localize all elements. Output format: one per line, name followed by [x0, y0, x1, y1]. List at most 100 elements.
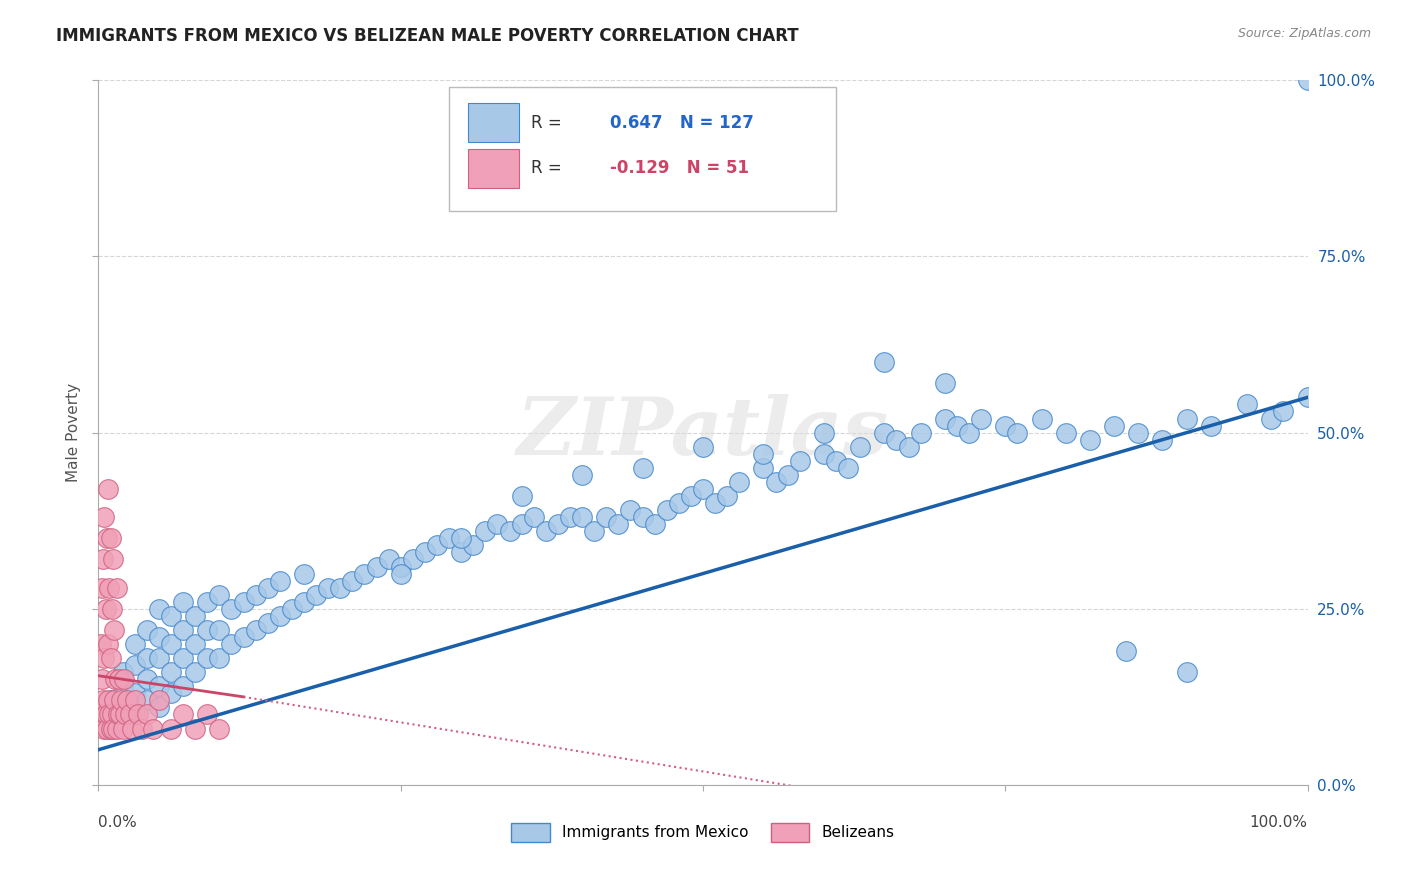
Point: [1199, 418, 1222, 433]
Point: [474, 524, 496, 539]
Point: [873, 425, 896, 440]
Point: [93, 651, 115, 665]
Point: [108, 673, 131, 687]
Point: [172, 707, 194, 722]
Point: [97, 693, 120, 707]
Point: [160, 722, 183, 736]
FancyBboxPatch shape: [468, 149, 519, 188]
Y-axis label: Male Poverty: Male Poverty: [66, 383, 82, 483]
Point: [366, 559, 388, 574]
Point: [934, 376, 956, 391]
Point: [135, 707, 157, 722]
Point: [96, 722, 118, 736]
Point: [413, 545, 436, 559]
Point: [127, 707, 149, 722]
Point: [752, 460, 775, 475]
Legend: Immigrants from Mexico, Belizeans: Immigrants from Mexico, Belizeans: [505, 817, 901, 847]
Point: [208, 651, 231, 665]
Point: [849, 440, 872, 454]
Point: [100, 707, 122, 722]
Point: [946, 418, 969, 433]
Point: [644, 517, 666, 532]
Point: [571, 510, 593, 524]
Text: R =: R =: [531, 160, 572, 178]
Point: [1236, 397, 1258, 411]
Point: [510, 517, 533, 532]
Point: [160, 665, 183, 680]
Point: [135, 651, 157, 665]
Point: [837, 460, 859, 475]
Point: [160, 608, 183, 623]
Point: [813, 447, 835, 461]
Point: [377, 552, 399, 566]
Point: [1128, 425, 1150, 440]
Point: [534, 524, 557, 539]
Point: [195, 595, 218, 609]
Point: [91, 673, 114, 687]
Point: [103, 623, 125, 637]
Point: [402, 552, 425, 566]
Point: [100, 693, 122, 707]
Point: [607, 517, 630, 532]
Point: [124, 658, 146, 673]
Point: [994, 418, 1017, 433]
Point: [208, 588, 231, 602]
Point: [100, 532, 122, 546]
Point: [704, 496, 727, 510]
Point: [389, 559, 412, 574]
Point: [631, 460, 654, 475]
Point: [184, 637, 207, 651]
Point: [221, 601, 243, 615]
Point: [269, 574, 291, 588]
Point: [107, 707, 129, 722]
Point: [1115, 644, 1137, 658]
Text: 0.0%: 0.0%: [98, 815, 138, 830]
Point: [124, 707, 146, 722]
Point: [292, 595, 315, 609]
Point: [110, 693, 132, 707]
Point: [131, 722, 153, 736]
Point: [100, 601, 122, 615]
Point: [117, 693, 139, 707]
Point: [101, 722, 124, 736]
Point: [316, 581, 339, 595]
Point: [100, 651, 122, 665]
FancyBboxPatch shape: [468, 103, 519, 143]
Point: [184, 722, 207, 736]
Point: [692, 440, 714, 454]
Point: [135, 693, 157, 707]
Point: [269, 608, 291, 623]
Point: [1296, 391, 1319, 405]
Point: [98, 707, 121, 722]
Text: IMMIGRANTS FROM MEXICO VS BELIZEAN MALE POVERTY CORRELATION CHART: IMMIGRANTS FROM MEXICO VS BELIZEAN MALE …: [56, 27, 799, 45]
FancyBboxPatch shape: [449, 87, 837, 211]
Point: [463, 538, 485, 552]
Point: [728, 475, 751, 489]
Point: [96, 532, 118, 546]
Point: [94, 601, 117, 615]
Point: [111, 679, 134, 693]
Text: -0.129   N = 51: -0.129 N = 51: [610, 160, 749, 178]
Point: [148, 679, 170, 693]
Point: [1175, 665, 1198, 680]
Point: [101, 552, 124, 566]
Point: [426, 538, 449, 552]
Point: [692, 482, 714, 496]
Point: [631, 510, 654, 524]
Point: [619, 503, 641, 517]
Point: [716, 489, 738, 503]
Point: [256, 615, 278, 630]
Point: [172, 595, 194, 609]
Point: [789, 454, 811, 468]
Point: [135, 673, 157, 687]
Point: [91, 581, 114, 595]
Point: [305, 588, 328, 602]
Point: [245, 623, 267, 637]
Point: [389, 566, 412, 581]
Point: [655, 503, 678, 517]
Point: [184, 608, 207, 623]
Point: [595, 510, 617, 524]
Point: [1102, 418, 1125, 433]
Point: [90, 637, 112, 651]
Point: [583, 524, 606, 539]
